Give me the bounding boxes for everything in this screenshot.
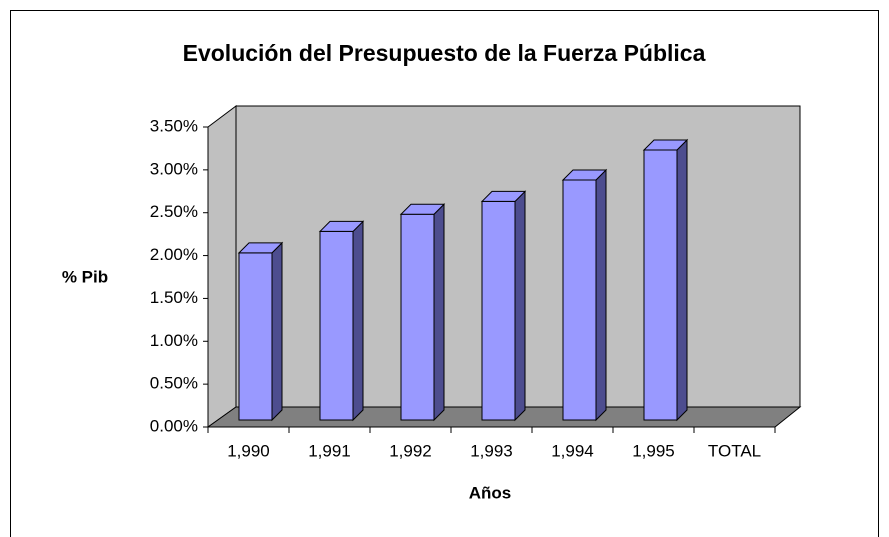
bar-front: [562, 179, 597, 421]
bar-front: [400, 213, 435, 421]
x-tick-label: 1,994: [551, 441, 594, 460]
y-tick-label: 3.00%: [150, 159, 198, 178]
y-tick-label: 2.00%: [150, 245, 198, 264]
bar: [480, 190, 527, 422]
bar-side: [676, 138, 688, 422]
x-axis-label: Años: [469, 483, 512, 502]
bar: [237, 241, 284, 422]
y-axis-label: % Pib: [62, 267, 108, 286]
bar-front: [481, 200, 516, 421]
bar-top: [318, 220, 365, 232]
side-wall: [207, 105, 237, 428]
bar: [318, 220, 365, 422]
bar-front: [319, 230, 354, 421]
bar: [642, 138, 689, 422]
x-tick-label: 1,995: [632, 441, 675, 460]
bar: [399, 203, 446, 422]
y-tick-label: 2.50%: [150, 202, 198, 221]
bar-top: [561, 169, 608, 181]
bar-top: [237, 242, 284, 254]
bar-side: [433, 203, 445, 422]
x-tick-label: 1,993: [470, 441, 513, 460]
y-tick-label: 1.50%: [150, 288, 198, 307]
bar-side: [514, 190, 526, 422]
x-tick-label: 1,990: [227, 441, 270, 460]
y-tick-label: 0.50%: [150, 374, 198, 393]
bar-side: [271, 241, 283, 422]
bar-top: [399, 203, 446, 215]
bar-top: [480, 190, 527, 202]
bar-top: [642, 139, 689, 151]
bar: [561, 168, 608, 422]
bar-front: [643, 149, 678, 421]
y-tick-label: 3.50%: [150, 116, 198, 135]
x-tick-label: 1,991: [308, 441, 351, 460]
y-tick-label: 0.00%: [150, 416, 198, 435]
x-tick-label: 1,992: [389, 441, 432, 460]
chart-title: Evolución del Presupuesto de la Fuerza P…: [183, 40, 706, 66]
bar-side: [595, 168, 607, 422]
y-tick-label: 1.00%: [150, 331, 198, 350]
bar-side: [352, 220, 364, 422]
bar-front: [238, 252, 273, 421]
x-tick-label: TOTAL: [708, 441, 761, 460]
